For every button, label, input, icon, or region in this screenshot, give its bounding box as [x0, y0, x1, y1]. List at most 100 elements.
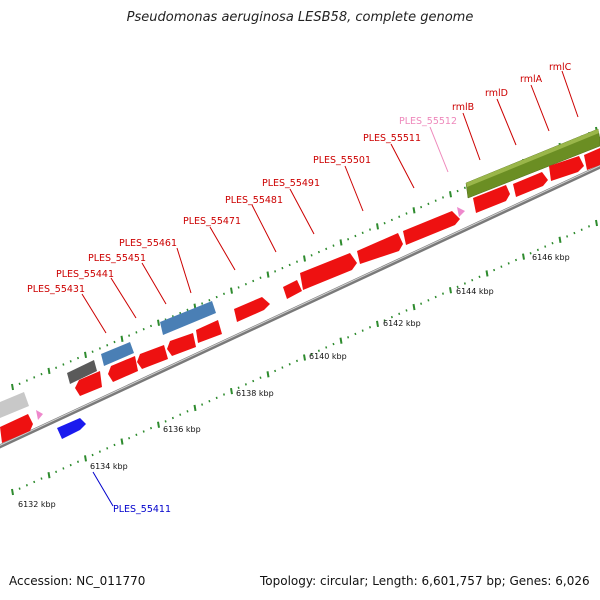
- scale-tick: [354, 234, 357, 238]
- gene-label[interactable]: PLES_55411: [113, 504, 171, 515]
- gene-label-group: PLES_55431 PLES_55441 PLES_55451 PLES_55…: [27, 62, 572, 515]
- gene-arrow[interactable]: [167, 333, 196, 356]
- gene-label[interactable]: PLES_55431: [27, 284, 85, 295]
- scale-tick: [325, 346, 328, 349]
- gene-label[interactable]: PLES_55501: [313, 155, 371, 166]
- gene-arrow[interactable]: [283, 280, 302, 299]
- scale-tick: [295, 359, 299, 363]
- gene-label[interactable]: rmlA: [520, 74, 543, 85]
- genome-summary-text: Topology: circular; Length: 6,601,757 bp…: [260, 574, 590, 588]
- scale-tick: [55, 366, 58, 369]
- scale-tick: [135, 433, 138, 437]
- gene-label[interactable]: rmlB: [452, 102, 474, 113]
- gene-arrow[interactable]: [0, 414, 33, 443]
- scale-tick: [573, 231, 576, 235]
- scale-tick: [244, 383, 247, 386]
- gene-arrow[interactable]: [300, 253, 357, 290]
- scale-tick: [441, 292, 445, 295]
- scale-tick: [237, 286, 240, 289]
- scale-tick: [427, 299, 430, 302]
- scale-tick: [47, 367, 51, 375]
- scale-tick: [25, 379, 28, 382]
- scale-tick: [390, 218, 393, 222]
- scale-tick: [310, 254, 313, 257]
- scale-tick: [259, 276, 262, 279]
- scale-tick: [84, 455, 87, 462]
- gene-arrow[interactable]: [549, 156, 584, 181]
- scale-tick: [106, 344, 109, 347]
- gene-label[interactable]: PLES_55461: [119, 238, 177, 249]
- accession-text: Accession: NC_011770: [9, 574, 146, 588]
- gene-label[interactable]: PLES_55451: [88, 253, 146, 264]
- gene-label[interactable]: PLES_55471: [183, 216, 241, 227]
- gene-label[interactable]: rmlC: [549, 62, 572, 73]
- scale-tick: [420, 205, 423, 209]
- scale-tick: [171, 416, 174, 420]
- gene-arrow[interactable]: [513, 172, 548, 197]
- scale-tick: [11, 488, 14, 496]
- scale-tick: [33, 376, 36, 379]
- scale-tick: [208, 399, 211, 403]
- scale-tick: [18, 382, 21, 386]
- scale-tick: [332, 244, 335, 247]
- scale-tick: [368, 326, 372, 329]
- scale-tick: [566, 235, 569, 238]
- gene-arrow[interactable]: [403, 211, 460, 245]
- gene-arrow[interactable]: [137, 345, 168, 369]
- pink-marker-right[interactable]: [457, 207, 465, 217]
- gene-label[interactable]: PLES_55441: [56, 269, 114, 280]
- gene-arrow[interactable]: [357, 233, 403, 264]
- scale-tick: [164, 420, 167, 423]
- scale-tick: [237, 386, 240, 389]
- scale-tick: [339, 337, 343, 344]
- scale-tick: [303, 354, 306, 361]
- gene-steelblue-55441[interactable]: [101, 342, 134, 366]
- scale-tick: [84, 351, 87, 359]
- gene-blue-55411[interactable]: [57, 418, 86, 439]
- gene-arrow[interactable]: [108, 356, 138, 382]
- scale-tick: [441, 196, 445, 199]
- scale-tick: [33, 480, 36, 484]
- scale-tick: [317, 349, 320, 352]
- gene-arrow[interactable]: [196, 320, 222, 343]
- rml-operon-highlight: [466, 129, 599, 187]
- gene-label[interactable]: rmlD: [485, 88, 508, 99]
- gene-arrow[interactable]: [75, 371, 102, 396]
- gene-arrow[interactable]: [473, 185, 510, 213]
- scale-tick: [383, 221, 386, 225]
- scale-tick: [456, 285, 459, 289]
- scale-tick: [18, 487, 21, 490]
- scale-tick: [91, 453, 94, 457]
- scale-tick: [76, 460, 80, 463]
- gene-label[interactable]: PLES_55511: [363, 133, 421, 144]
- gene-label[interactable]: PLES_55491: [262, 178, 320, 189]
- scale-tick: [106, 447, 109, 450]
- scale-tick: [281, 366, 284, 369]
- scale-tick: [40, 477, 43, 480]
- kbp-label: 6142 kbp: [383, 319, 421, 328]
- scale-tick: [62, 467, 65, 470]
- scale-tick: [252, 279, 255, 283]
- scale-tick: [11, 383, 14, 391]
- gene-arrow[interactable]: [234, 297, 270, 322]
- gene-steelblue-55461[interactable]: [160, 301, 216, 335]
- gene-arrow[interactable]: [584, 148, 600, 170]
- gene-label[interactable]: PLES_55512: [399, 116, 457, 127]
- scale-tick: [288, 363, 291, 366]
- scale-tick: [544, 245, 547, 248]
- gene-label[interactable]: PLES_55481: [225, 195, 283, 206]
- scale-tick: [332, 342, 335, 346]
- scale-tick: [25, 484, 28, 487]
- gene-lightgray[interactable]: [0, 392, 29, 418]
- scale-tick: [142, 327, 145, 331]
- scale-tick: [259, 376, 262, 379]
- scale-tick: [449, 287, 452, 294]
- scale-tick: [368, 228, 372, 231]
- pink-marker-left[interactable]: [36, 410, 43, 420]
- scale-tick: [478, 275, 481, 279]
- gene-darkgray[interactable]: [67, 360, 97, 384]
- scale-tick: [412, 303, 416, 311]
- scale-tick: [186, 410, 189, 413]
- scale-tick: [420, 302, 423, 305]
- scale-tick: [587, 225, 591, 228]
